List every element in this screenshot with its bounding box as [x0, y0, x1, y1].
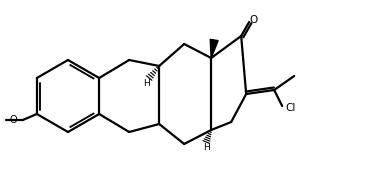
Polygon shape: [210, 39, 218, 58]
Text: H: H: [143, 79, 150, 88]
Text: H: H: [203, 142, 209, 151]
Text: O: O: [9, 115, 17, 125]
Text: O: O: [249, 15, 257, 25]
Text: Cl: Cl: [285, 103, 295, 113]
